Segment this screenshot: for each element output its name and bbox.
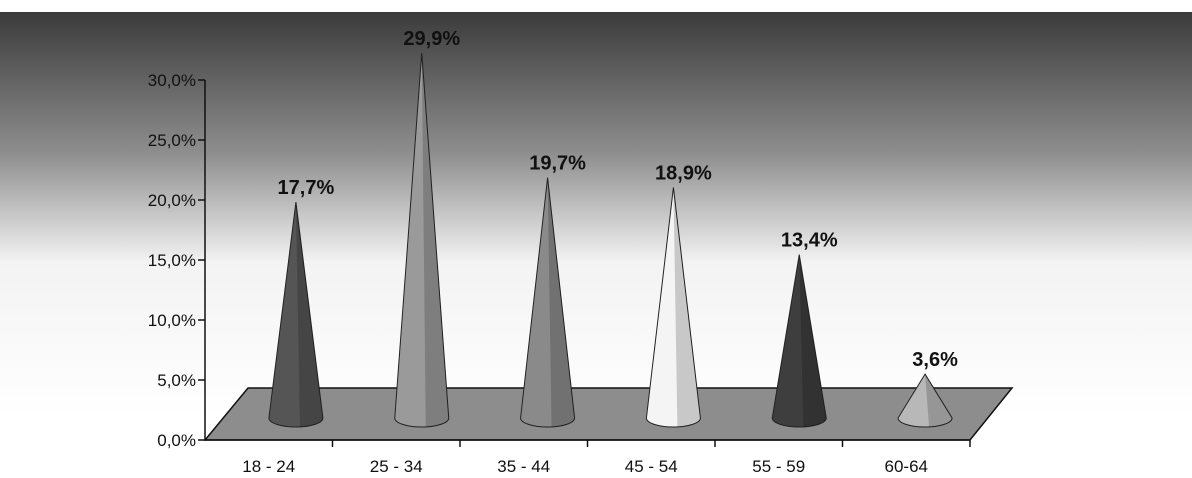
data-label: 19,7%: [529, 153, 586, 175]
x-category-label: 45 - 54: [625, 457, 678, 476]
cone-shade: [547, 177, 575, 427]
cone-shade: [799, 254, 827, 427]
y-tick-label: 0,0%: [157, 431, 196, 450]
cone-shade: [925, 374, 953, 427]
cone-bar: [645, 187, 701, 428]
y-tick-label: 25,0%: [148, 131, 196, 150]
data-label: 17,7%: [278, 177, 335, 199]
cone-shade: [421, 53, 449, 427]
cone-shade: [673, 187, 701, 427]
y-tick-label: 5,0%: [157, 371, 196, 390]
chart-floor: [203, 387, 1014, 441]
x-category-label: 60-64: [885, 457, 928, 476]
data-label: 3,6%: [912, 349, 958, 371]
cone-shade: [295, 202, 323, 427]
data-label: 29,9%: [403, 28, 460, 50]
data-label: 13,4%: [781, 230, 838, 252]
x-category-label: 25 - 34: [370, 457, 423, 476]
x-category-label: 55 - 59: [752, 457, 805, 476]
y-tick-label: 10,0%: [148, 311, 196, 330]
x-category-label: 18 - 24: [242, 457, 295, 476]
data-label: 18,9%: [655, 162, 712, 184]
y-tick-label: 20,0%: [148, 191, 196, 210]
cone-bar: [520, 177, 576, 428]
cone-bar: [897, 373, 953, 428]
cone-bar: [268, 201, 324, 428]
y-tick-label: 15,0%: [148, 251, 196, 270]
cone-bar: [394, 53, 450, 428]
cone-bar: [771, 254, 827, 428]
y-tick-label: 30,0%: [148, 71, 196, 90]
x-category-label: 35 - 44: [497, 457, 550, 476]
